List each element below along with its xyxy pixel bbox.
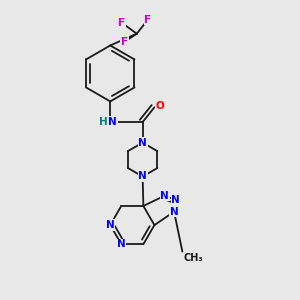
Text: F: F — [144, 15, 152, 25]
Text: O: O — [155, 101, 164, 111]
Text: N: N — [138, 172, 147, 182]
Text: N: N — [171, 195, 180, 205]
Text: N: N — [106, 220, 115, 230]
Text: N: N — [170, 207, 178, 217]
Text: F: F — [118, 17, 125, 28]
Text: N: N — [108, 117, 117, 127]
Text: H: H — [98, 117, 107, 127]
Text: N: N — [117, 239, 126, 249]
Text: CH₃: CH₃ — [184, 253, 203, 263]
Text: N: N — [160, 190, 169, 201]
Text: N: N — [138, 138, 147, 148]
Text: F: F — [121, 37, 128, 47]
